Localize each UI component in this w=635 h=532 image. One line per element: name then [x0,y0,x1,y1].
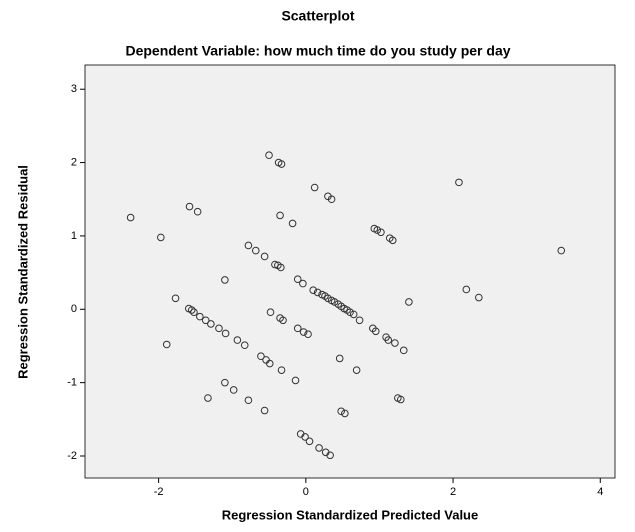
point [355,316,364,325]
point [305,437,314,446]
point [326,451,334,460]
point [193,207,202,216]
y-tick-label: 3 [71,83,77,95]
point [244,396,253,405]
point [240,341,249,350]
y-tick-label: 1 [71,230,77,242]
point [293,275,302,284]
y-tick-label: 0 [71,303,77,315]
point [271,260,279,269]
point [277,160,286,168]
point [301,433,309,441]
x-tick-label: 0 [303,486,309,498]
point [455,178,463,187]
point [384,336,393,344]
point [279,316,287,325]
point [277,263,285,272]
point [475,293,483,302]
y-tick-label: -1 [67,377,77,389]
chart-title: Scatterplot [281,8,354,24]
plot-area [84,64,616,479]
point [291,376,300,385]
point [277,366,286,374]
point [396,395,405,404]
point [377,228,385,237]
point [221,329,230,338]
point [405,298,413,306]
point [221,276,229,284]
point [162,340,171,349]
point [391,339,399,347]
point [341,409,349,418]
point [337,407,345,416]
point [310,183,319,192]
point [207,320,215,328]
point [324,294,332,303]
point [157,233,165,242]
point [352,366,361,374]
point [349,310,358,319]
point [304,330,312,339]
x-tick-label: 2 [450,486,456,498]
y-axis-label: Regression Standardized Residual [15,165,30,379]
point [335,354,344,363]
point [373,226,382,234]
point [190,308,198,317]
point [313,288,322,297]
point [399,346,408,355]
point [276,211,284,220]
point [260,406,269,415]
x-tick-label: -2 [154,486,164,498]
point [462,285,471,294]
point [299,328,308,336]
point [126,213,135,222]
point [315,444,323,452]
point [187,306,196,314]
point [557,246,566,255]
point [201,316,210,325]
point [327,195,336,204]
y-tick-label: 2 [71,156,77,168]
chart-subtitle: Dependent Variable: how much time do you… [125,43,510,59]
point [233,336,242,344]
point [221,378,229,387]
point [196,312,204,321]
point [266,308,275,317]
point [244,241,253,250]
point [215,324,223,333]
point [371,327,380,336]
point [265,359,274,368]
point [260,252,269,261]
point [388,236,397,245]
point [265,151,273,160]
point [346,308,354,317]
point [171,294,180,303]
point [185,202,194,211]
point [293,324,302,333]
point [251,246,260,255]
x-axis-label: Regression Standardized Predicted Value [222,507,478,522]
point [299,279,307,288]
x-tick-label: 4 [597,486,603,498]
point [309,286,317,295]
point [288,219,297,228]
point [257,352,265,361]
y-tick-label: -2 [67,450,77,462]
point [229,386,238,394]
point [330,298,339,306]
point [204,394,212,402]
